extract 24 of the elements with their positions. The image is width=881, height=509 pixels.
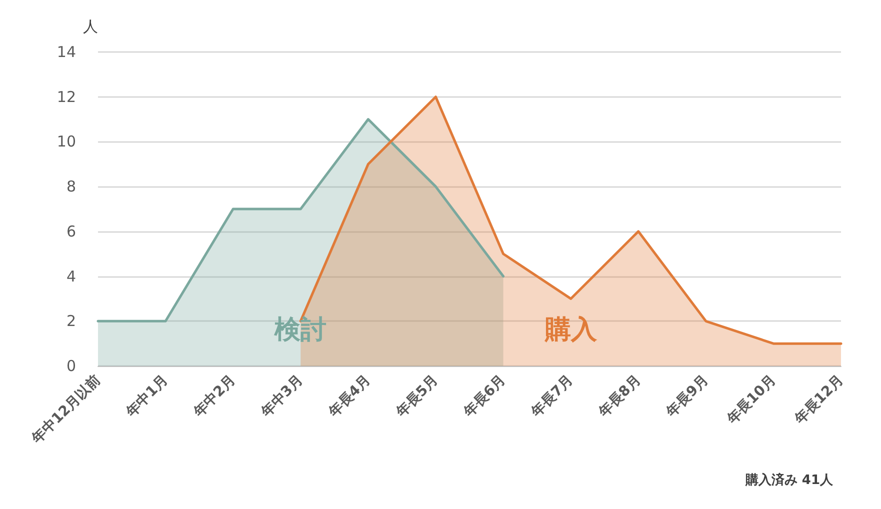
- y-tick-label: 4: [66, 267, 76, 286]
- series-label: 検討: [274, 315, 327, 346]
- x-tick-label: 年長9月: [662, 372, 712, 421]
- x-tick-label: 年長5月: [392, 372, 442, 421]
- x-tick-label: 年長4月: [325, 372, 374, 421]
- y-tick-label: 12: [56, 88, 76, 106]
- y-axis-title: 人: [83, 18, 98, 36]
- x-tick-label: 年長7月: [528, 372, 576, 421]
- text: 購入済み 41人: [744, 472, 834, 488]
- x-tick-label: 年中1月: [122, 372, 172, 421]
- x-tick-label: 年中3月: [258, 372, 306, 421]
- x-tick-label: 年中12月以前: [28, 372, 104, 448]
- y-tick-label: 0: [66, 357, 76, 375]
- y-tick-label: 10: [56, 132, 76, 151]
- x-tick-label: 年長8月: [595, 372, 644, 421]
- y-tick-label: 6: [66, 222, 76, 240]
- x-tick-label: 年長10月: [724, 372, 780, 428]
- y-tick-label: 2: [66, 312, 76, 330]
- x-tick-label: 年長12月: [791, 372, 847, 428]
- x-tick-label: 年長6月: [460, 372, 509, 421]
- x-tick-label: 年中2月: [190, 372, 239, 421]
- series-label: 購入: [544, 315, 598, 346]
- y-tick-label: 8: [66, 178, 76, 196]
- y-tick-label: 14: [56, 43, 76, 61]
